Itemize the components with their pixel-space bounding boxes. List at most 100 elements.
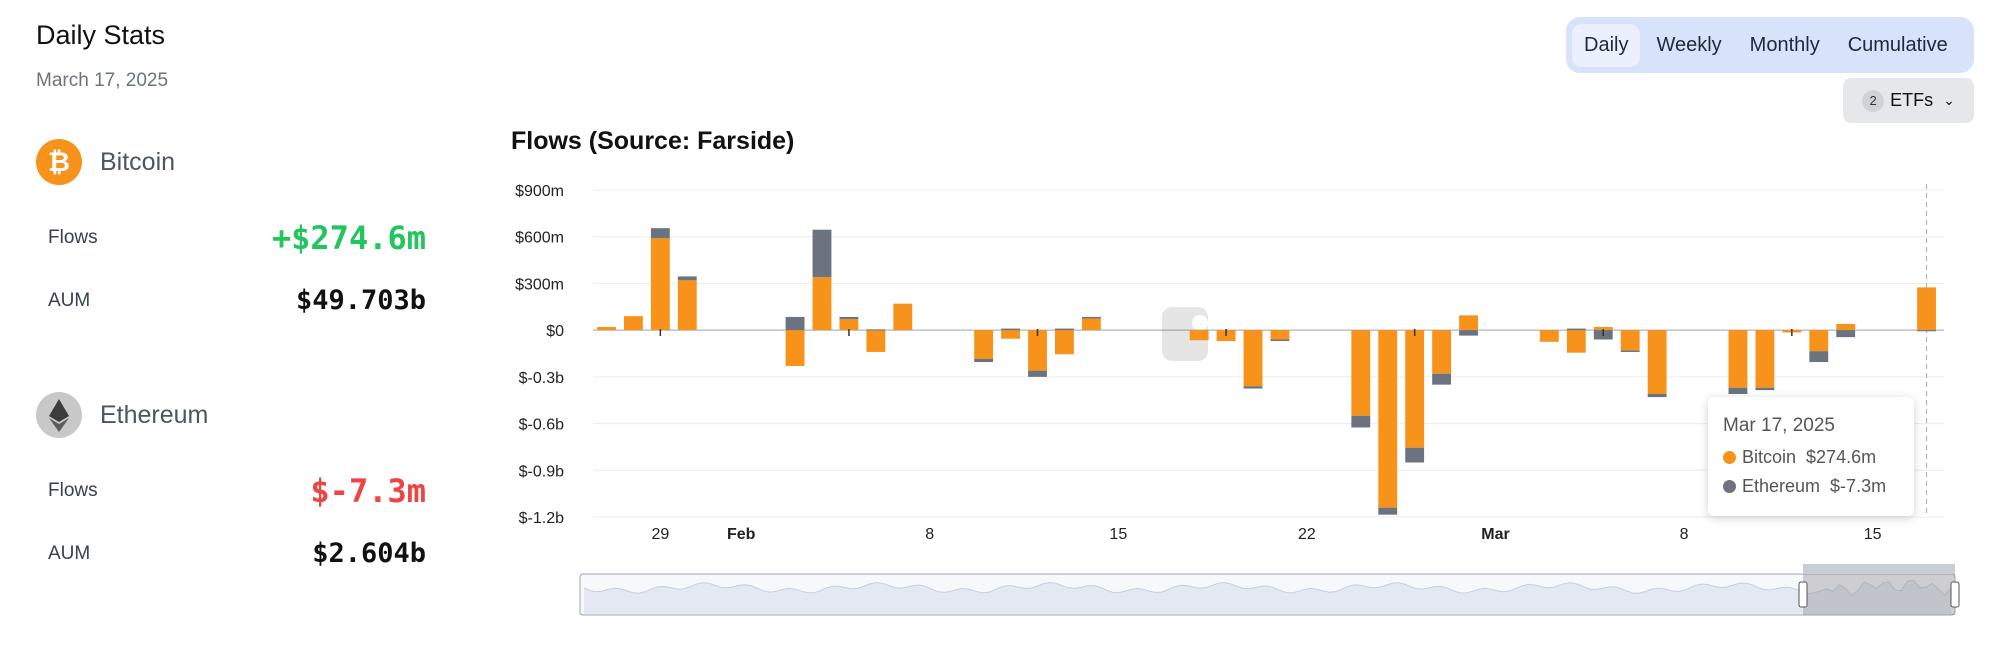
y-tick-label: $600m xyxy=(515,230,564,247)
chart-tooltip: Mar 17, 2025 Bitcoin $274.6m Ethereum $-… xyxy=(1708,397,1914,516)
ethereum-bar[interactable] xyxy=(866,329,886,331)
zoom-slider[interactable] xyxy=(579,564,1960,616)
bitcoin-bar[interactable] xyxy=(650,238,670,331)
tab-daily[interactable]: Daily xyxy=(1572,23,1641,67)
x-tick-label: 29 xyxy=(651,526,669,543)
ethereum-bar[interactable] xyxy=(1270,339,1290,342)
ethereum-bar[interactable] xyxy=(1028,370,1047,377)
bitcoin-bar[interactable] xyxy=(1405,330,1425,448)
ethereum-bar[interactable] xyxy=(839,316,859,320)
bitcoin-bar[interactable] xyxy=(1728,330,1748,388)
bitcoin-bar[interactable] xyxy=(677,280,697,331)
bitcoin-bar[interactable] xyxy=(1755,330,1775,388)
bitcoin-bar[interactable] xyxy=(1081,318,1101,331)
bitcoin-bar[interactable] xyxy=(1189,330,1209,341)
ethereum-bar[interactable] xyxy=(1432,373,1452,385)
bitcoin-bar[interactable] xyxy=(1055,330,1074,355)
ethereum-bar[interactable] xyxy=(677,276,697,281)
flows-chart[interactable]: $900m $600m $300m $0 $-0.3b $-0.6b $-0.9b $-1.2… xyxy=(500,165,1980,625)
bitcoin-bar[interactable] xyxy=(1243,330,1263,387)
y-tick-label: $-0.6b xyxy=(519,417,564,434)
ethereum-bar[interactable] xyxy=(1081,316,1101,319)
ethereum-bar[interactable] xyxy=(1647,393,1667,398)
bitcoin-bar[interactable] xyxy=(1809,330,1829,352)
bitcoin-bar[interactable] xyxy=(1917,287,1936,331)
zoom-preview-area xyxy=(584,580,1951,614)
ethereum-bar[interactable] xyxy=(1243,386,1263,389)
bitcoin-bar[interactable] xyxy=(974,330,994,359)
etf-selector-button[interactable]: 2 ETFs ⌄ xyxy=(1843,78,1974,123)
watermark-logo xyxy=(1162,307,1208,361)
ethereum-bar[interactable] xyxy=(1836,330,1856,338)
stats-panel: Daily Stats March 17, 2025 ₿ Bitcoin Flo… xyxy=(36,0,426,659)
bitcoin-bar[interactable] xyxy=(1620,330,1640,351)
ethereum-bar[interactable] xyxy=(1405,447,1425,463)
bitcoin-bar[interactable] xyxy=(866,330,886,352)
bitcoin-bar[interactable] xyxy=(1351,330,1371,416)
tooltip-row-ethereum: Ethereum $-7.3m xyxy=(1723,476,1899,497)
ethereum-legend-dot xyxy=(1723,480,1736,493)
ethereum-aum-row: AUM $2.604b xyxy=(48,538,426,569)
bitcoin-bar[interactable] xyxy=(812,277,832,331)
zoom-handle-left[interactable] xyxy=(1798,581,1808,608)
ethereum-bar[interactable] xyxy=(812,229,832,278)
x-tick-label: 15 xyxy=(1864,526,1882,543)
ethereum-bar[interactable] xyxy=(650,228,670,239)
y-tick-label: $0 xyxy=(546,323,564,340)
ethereum-bar[interactable] xyxy=(1809,351,1829,363)
bitcoin-bar[interactable] xyxy=(1270,330,1290,340)
ethereum-bar[interactable] xyxy=(1728,387,1748,394)
ethereum-section: Ethereum Flows $-7.3m AUM $2.604b xyxy=(36,392,426,592)
bitcoin-bar[interactable] xyxy=(1647,330,1667,394)
zoom-drag-bar[interactable] xyxy=(1803,564,1955,574)
bitcoin-flows-value: +$274.6m xyxy=(271,219,426,257)
bitcoin-icon: ₿ xyxy=(36,139,82,185)
ethereum-bar[interactable] xyxy=(1351,415,1371,428)
ethereum-bar[interactable] xyxy=(1620,350,1640,352)
bitcoin-legend-dot xyxy=(1723,451,1736,464)
bitcoin-bar[interactable] xyxy=(1378,330,1398,508)
bitcoin-aum-value: $49.703b xyxy=(295,285,426,316)
bitcoin-bar[interactable] xyxy=(623,316,643,331)
bitcoin-bar[interactable] xyxy=(1566,330,1586,353)
bitcoin-bar[interactable] xyxy=(1001,330,1020,339)
ethereum-bar[interactable] xyxy=(1055,328,1074,331)
zoom-preview-line xyxy=(583,579,1952,597)
y-tick-label: $900m xyxy=(515,183,564,200)
bitcoin-bar[interactable] xyxy=(1593,327,1613,331)
chart-title: Flows (Source: Farside) xyxy=(511,127,795,155)
tab-weekly[interactable]: Weekly xyxy=(1656,33,1722,56)
bitcoin-bar[interactable] xyxy=(1459,315,1478,331)
ethereum-bar[interactable] xyxy=(1378,507,1398,515)
ethereum-bar[interactable] xyxy=(785,316,805,331)
ethereum-bar[interactable] xyxy=(1755,387,1775,391)
ethereum-bar[interactable] xyxy=(1917,330,1936,332)
bitcoin-bar[interactable] xyxy=(1836,323,1856,331)
page-title: Daily Stats xyxy=(36,20,166,50)
ethereum-bar[interactable] xyxy=(1459,330,1478,336)
ethereum-bar[interactable] xyxy=(1566,328,1586,331)
zoom-selection[interactable] xyxy=(1803,574,1955,615)
x-tick-label: 8 xyxy=(1680,526,1689,543)
zoom-handle-right[interactable] xyxy=(1950,581,1960,608)
x-tick-label: Mar xyxy=(1481,526,1509,543)
etf-selector-label: ETFs xyxy=(1890,90,1934,110)
x-tick-label: Feb xyxy=(727,526,756,543)
bitcoin-bar[interactable] xyxy=(1539,330,1559,342)
bitcoin-bar[interactable] xyxy=(1432,330,1452,374)
tab-monthly[interactable]: Monthly xyxy=(1749,33,1820,56)
ethereum-bar[interactable] xyxy=(1001,328,1020,331)
bitcoin-bar[interactable] xyxy=(1028,330,1047,371)
ethereum-header: Ethereum xyxy=(36,392,208,438)
ethereum-flows-value: $-7.3m xyxy=(310,472,426,510)
bitcoin-bar[interactable] xyxy=(597,327,616,331)
y-axis: $900m $600m $300m $0 $-0.3b $-0.6b $-0.9b $-1.2… xyxy=(515,183,564,527)
bitcoin-bar[interactable] xyxy=(839,319,859,331)
ethereum-flows-row: Flows $-7.3m xyxy=(48,472,426,510)
ethereum-bar[interactable] xyxy=(974,358,994,363)
tab-cumulative[interactable]: Cumulative xyxy=(1847,33,1948,56)
period-tabs: Daily Weekly Monthly Cumulative xyxy=(1566,17,1974,73)
bitcoin-bar[interactable] xyxy=(785,330,805,366)
ethereum-name: Ethereum xyxy=(100,400,209,429)
bitcoin-bar[interactable] xyxy=(893,303,913,331)
